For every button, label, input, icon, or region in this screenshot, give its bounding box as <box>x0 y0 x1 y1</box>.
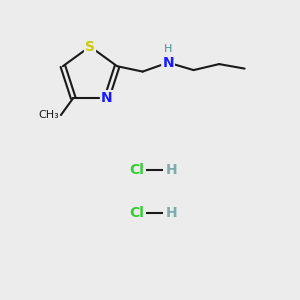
Text: N: N <box>101 91 112 105</box>
Text: H: H <box>166 163 177 176</box>
Text: Cl: Cl <box>129 206 144 220</box>
Text: Cl: Cl <box>129 163 144 176</box>
Text: H: H <box>166 206 177 220</box>
Text: H: H <box>164 44 172 54</box>
Text: S: S <box>85 40 95 53</box>
Text: CH₃: CH₃ <box>39 110 59 120</box>
Text: N: N <box>162 56 174 70</box>
